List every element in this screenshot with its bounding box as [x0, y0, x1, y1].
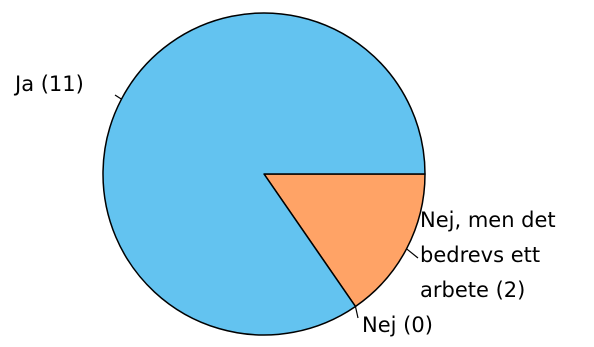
slice-label-nej-men: Nej, men det bedrevs ett arbete (2) [420, 208, 562, 302]
leader-line-nej [354, 306, 359, 319]
slice-label-nej: Nej (0) [362, 313, 433, 337]
pie-slice-ja [102, 12, 426, 336]
slice-label-ja: Ja (11) [13, 72, 84, 96]
leader-lines [114, 94, 419, 319]
pie-slices [102, 12, 426, 336]
leader-line-nej-men [406, 248, 419, 259]
pie-slice-nej-men [263, 173, 426, 308]
leader-line-ja [114, 94, 122, 100]
